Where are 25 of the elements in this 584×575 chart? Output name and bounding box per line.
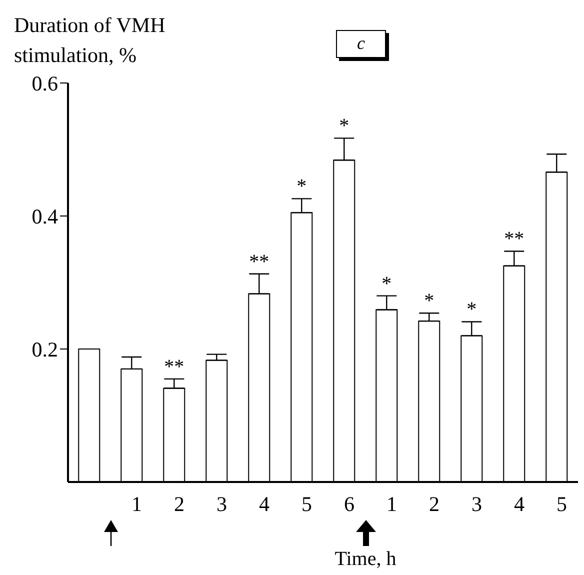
x-tick-label: 3 xyxy=(216,492,227,516)
x-tick-label: 2 xyxy=(174,492,184,516)
x-axis-title: Time, h xyxy=(334,548,398,570)
x-tick-label: 4 xyxy=(259,492,270,516)
y-tick-label: 0.2 xyxy=(32,337,58,362)
data-label: * xyxy=(424,290,434,312)
data-label: ** xyxy=(249,250,270,273)
chart-title: c xyxy=(336,30,386,58)
x-tick-label: 5 xyxy=(302,492,312,516)
x-tick-label: 6 xyxy=(344,492,354,516)
x-tick-label: 3 xyxy=(472,492,482,516)
x-tick-label: 4 xyxy=(514,492,525,516)
data-label: * xyxy=(382,272,392,295)
data-label: ** xyxy=(164,356,184,378)
x-tick-label: 5 xyxy=(556,492,567,516)
x-tick-label: 1 xyxy=(386,492,397,516)
data-label: * xyxy=(296,176,307,198)
data-label: * xyxy=(339,115,350,138)
x-tick-label: 1 xyxy=(132,492,142,516)
y-axis-title: Duration of VMH stimulation, % xyxy=(14,12,166,69)
y-tick-label: 0.4 xyxy=(32,204,58,228)
data-label: * xyxy=(466,298,477,321)
y-tick-label: 0.6 xyxy=(32,71,58,96)
x-tick-label: 2 xyxy=(429,492,440,516)
data-label: ** xyxy=(504,228,524,250)
